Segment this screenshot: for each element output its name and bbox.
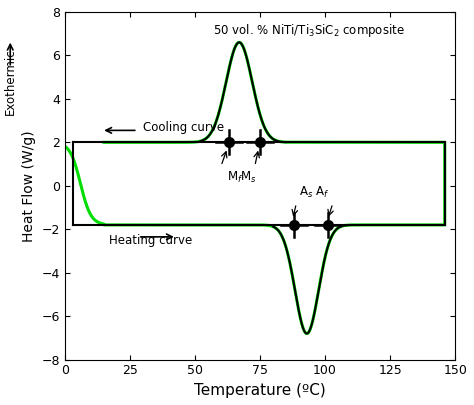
Text: Heating curve: Heating curve (109, 234, 192, 247)
Text: Exothermic: Exothermic (4, 48, 17, 115)
Text: Cooling curve: Cooling curve (143, 121, 224, 134)
Text: A$_s$ A$_f$: A$_s$ A$_f$ (299, 185, 330, 200)
Text: 50 vol. % NiTi/Ti$_3$SiC$_2$ composite: 50 vol. % NiTi/Ti$_3$SiC$_2$ composite (213, 22, 405, 39)
Y-axis label: Heat Flow (W/g): Heat Flow (W/g) (22, 130, 36, 242)
X-axis label: Temperature (ºC): Temperature (ºC) (194, 383, 326, 398)
Text: M$_f$M$_s$: M$_f$M$_s$ (227, 170, 257, 185)
